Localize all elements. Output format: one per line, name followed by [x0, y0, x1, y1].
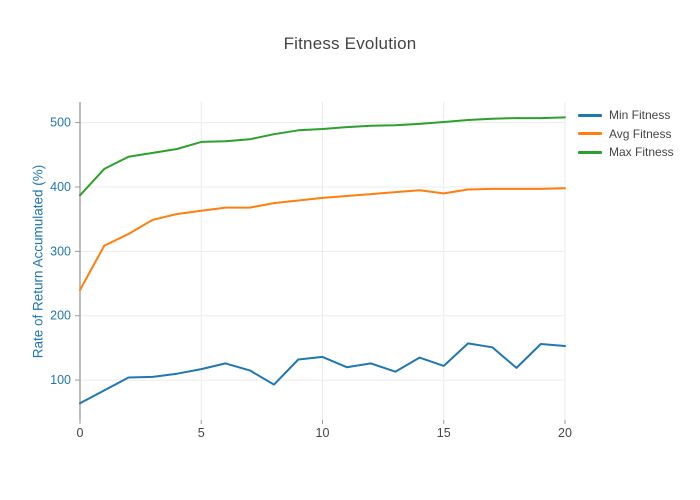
svg-text:15: 15	[437, 426, 451, 440]
legend-item-min-fitness[interactable]: Min Fitness	[578, 106, 674, 125]
min-fitness-line	[79, 342, 566, 405]
legend-item-avg-fitness[interactable]: Avg Fitness	[578, 125, 674, 144]
svg-text:20: 20	[558, 426, 572, 440]
legend: Min Fitness Avg Fitness Max Fitness	[578, 106, 674, 162]
svg-text:200: 200	[50, 309, 71, 323]
y-axis-line	[75, 102, 566, 424]
svg-text:10: 10	[316, 426, 330, 440]
svg-text:300: 300	[50, 244, 71, 258]
svg-text:5: 5	[198, 426, 205, 440]
x-tick-labels: 0 5 10 15 20	[77, 426, 572, 440]
avg-fitness-swatch-icon	[578, 132, 602, 136]
max-fitness-swatch-icon	[578, 150, 602, 154]
chart-title: Fitness Evolution	[283, 34, 417, 53]
svg-text:0: 0	[77, 426, 84, 440]
svg-text:500: 500	[50, 116, 71, 130]
legend-item-max-fitness[interactable]: Max Fitness	[578, 143, 674, 162]
svg-text:400: 400	[50, 180, 71, 194]
legend-label-avg-fitness: Avg Fitness	[609, 126, 672, 141]
y-axis-title: Rate of Return Accumulated (%)	[30, 164, 46, 359]
y-tick-labels: 100 200 300 400 500	[50, 116, 71, 387]
max-fitness-line	[79, 116, 566, 197]
avg-fitness-line	[79, 187, 566, 291]
svg-text:100: 100	[50, 373, 71, 387]
legend-label-max-fitness: Max Fitness	[609, 145, 674, 160]
legend-label-min-fitness: Min Fitness	[609, 108, 671, 123]
min-fitness-swatch-icon	[578, 113, 602, 117]
gridlines	[79, 102, 566, 420]
